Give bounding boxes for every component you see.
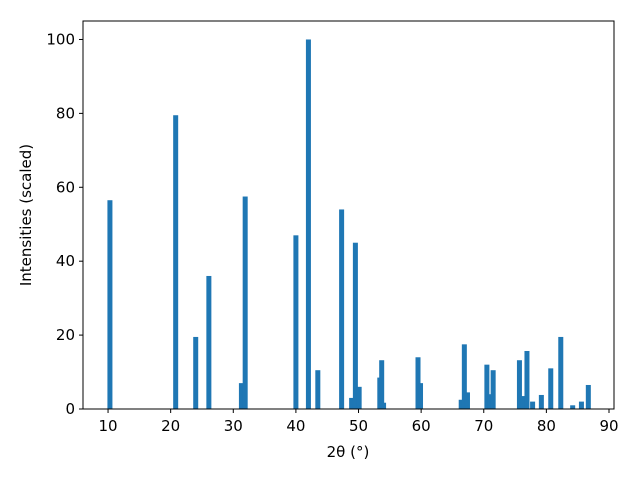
x-tick-label: 90 <box>599 417 618 435</box>
bar <box>339 209 345 409</box>
x-tick-label: 50 <box>349 417 368 435</box>
x-tick-label: 80 <box>537 417 556 435</box>
bar <box>524 350 530 409</box>
y-tick-label: 60 <box>56 178 75 196</box>
bar <box>193 336 199 409</box>
bar <box>305 39 311 409</box>
plot-frame <box>82 20 615 410</box>
bar <box>349 397 355 409</box>
bar <box>381 402 387 409</box>
bar <box>173 115 179 409</box>
y-tick-label: 20 <box>56 326 75 344</box>
y-tick-label: 100 <box>46 30 75 48</box>
bar <box>242 196 248 409</box>
y-tick-label: 40 <box>56 252 75 270</box>
bar <box>352 242 358 409</box>
bar <box>293 235 299 409</box>
bar <box>570 405 576 409</box>
bar <box>490 370 496 409</box>
bar <box>530 401 536 409</box>
bar <box>558 336 564 409</box>
bar <box>107 200 113 409</box>
bar <box>585 384 591 409</box>
bar <box>418 383 424 409</box>
bar <box>458 399 464 409</box>
bar <box>484 364 490 409</box>
bar <box>461 344 467 409</box>
bar <box>538 394 544 409</box>
x-tick-label: 40 <box>286 417 305 435</box>
bar <box>578 401 584 409</box>
x-tick-label: 10 <box>99 417 118 435</box>
bar <box>516 360 522 409</box>
y-axis-label: Intensities (scaled) <box>17 144 35 286</box>
y-tick-label: 80 <box>56 104 75 122</box>
bar <box>464 392 470 409</box>
x-tick-label: 20 <box>161 417 180 435</box>
x-axis-label: 2θ (°) <box>327 443 370 461</box>
x-tick-label: 70 <box>474 417 493 435</box>
bar <box>206 275 212 409</box>
x-tick-label: 30 <box>224 417 243 435</box>
x-tick-label: 60 <box>412 417 431 435</box>
bar <box>379 360 385 409</box>
bar <box>487 394 493 409</box>
bar <box>238 383 244 409</box>
y-tick-label: 0 <box>65 400 75 418</box>
bar <box>315 370 321 409</box>
bar <box>356 386 362 409</box>
bar <box>548 368 554 409</box>
bar <box>520 396 526 409</box>
